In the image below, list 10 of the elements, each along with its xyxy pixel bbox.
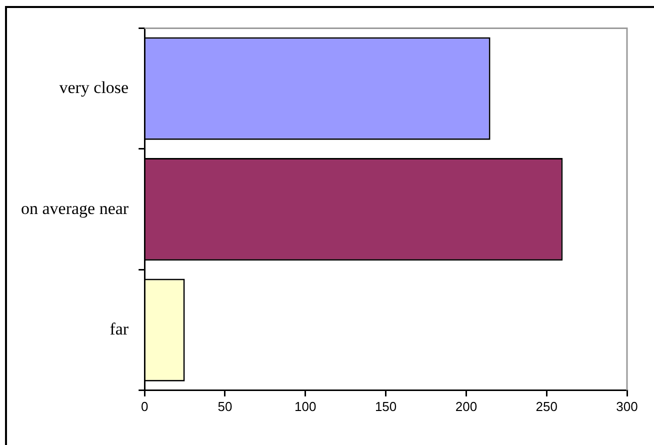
x-tick-label: 250 <box>536 398 558 414</box>
y-tick-label: on average near <box>20 198 129 218</box>
x-tick-label: 0 <box>140 398 148 414</box>
x-tick-label: 50 <box>218 398 232 414</box>
x-tick-label: 150 <box>374 398 397 414</box>
x-tick-label: 300 <box>616 398 638 414</box>
y-tick-label: very close <box>59 78 129 98</box>
x-tick-label: 100 <box>294 398 316 414</box>
x-tick-label: 200 <box>455 398 478 414</box>
y-tick-label: far <box>110 320 129 338</box>
